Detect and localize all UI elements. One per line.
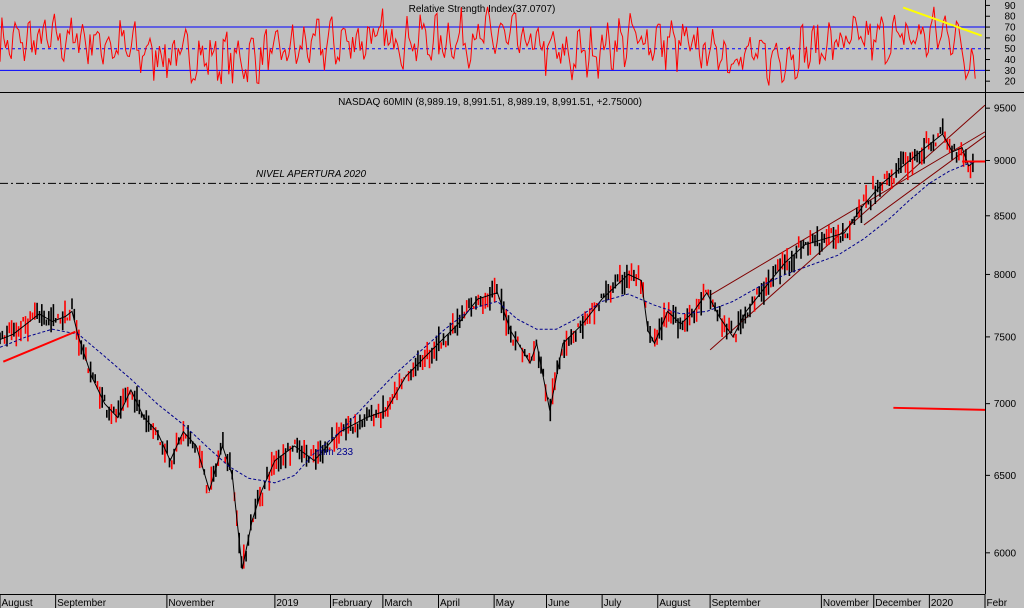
xtick-label-13: December [875, 598, 922, 608]
annotation-mm233: mm 233 [317, 447, 354, 458]
xtick-label-12: November [823, 598, 870, 608]
rsi-ytick-label-40: 40 [1004, 55, 1016, 66]
xtick-label-5: March [384, 598, 412, 608]
rsi-ytick-label-50: 50 [1004, 44, 1016, 55]
price-line [0, 133, 976, 570]
price-ytick-label-9500: 9500 [994, 104, 1017, 115]
price-ytick-label-6000: 6000 [994, 548, 1017, 559]
price-ytick-label-9000: 9000 [994, 156, 1017, 167]
rsi-title: Relative Strength Index(37.0707) [409, 4, 556, 15]
price-ytick-label-7500: 7500 [994, 332, 1017, 343]
rsi-ytick-label-60: 60 [1004, 33, 1016, 44]
trendline-3 [2, 330, 76, 363]
price-y-axis: 9500 9000 8500 8000 7500 7000 6500 6000 [985, 104, 1017, 559]
xtick-label-3: 2019 [276, 598, 299, 608]
rsi-ytick-label-80: 80 [1004, 12, 1016, 23]
xtick-label-0: August [2, 598, 33, 608]
xtick-label-2: November [168, 598, 215, 608]
xtick-label-6: April [440, 598, 460, 608]
channel-line-7 [709, 131, 986, 296]
rsi-ytick-label-20: 20 [1004, 77, 1016, 88]
rsi-series [0, 6, 976, 86]
rsi-ytick-label-70: 70 [1004, 23, 1016, 34]
xtick-label-4: February [332, 598, 372, 608]
xtick-label-1: September [57, 598, 107, 608]
price-ytick-label-7000: 7000 [994, 399, 1017, 410]
price-ytick-label-6500: 6500 [994, 471, 1017, 482]
xtick-label-8: June [548, 598, 570, 608]
price-reference-lines [0, 104, 986, 351]
price-annotations [2, 160, 986, 411]
price-ytick-label-8500: 8500 [994, 211, 1017, 222]
x-axis: August September November 2019 February March… [0, 594, 1008, 608]
price-series [0, 118, 976, 570]
xtick-label-9: July [604, 598, 622, 608]
rsi-ytick-label-30: 30 [1004, 66, 1016, 77]
moving-average-line [0, 160, 976, 484]
xtick-label-10: August [659, 598, 690, 608]
annotation-nivel-apertura: NIVEL APERTURA 2020 [256, 169, 366, 180]
rsi-annotations [902, 6, 983, 37]
xtick-label-15: Febr [987, 598, 1008, 608]
xtick-label-11: September [712, 598, 762, 608]
channel-line-8 [863, 135, 986, 226]
price-ytick-label-8000: 8000 [994, 270, 1017, 281]
xtick-label-7: May [496, 598, 515, 608]
price-title: NASDAQ 60MIN (8,989.19, 8,991.51, 8,989.… [338, 97, 642, 108]
rsi-line-0 [0, 6, 976, 86]
rsi-ytick-label-90: 90 [1004, 1, 1016, 12]
xtick-label-14: 2020 [931, 598, 954, 608]
rsi-trendline-0 [902, 6, 983, 37]
trendline-5 [893, 406, 986, 411]
